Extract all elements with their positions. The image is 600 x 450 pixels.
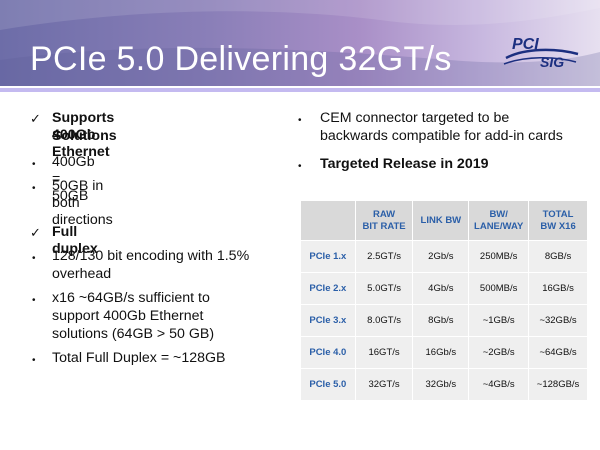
item-text: overhead bbox=[52, 266, 112, 282]
table-row: PCIe 2.x 5.0GT/s 4Gb/s 500MB/s 16GB/s bbox=[300, 272, 588, 305]
item-text: solutions (64GB > 50 GB) bbox=[52, 326, 215, 342]
item-text: x16 ~64GB/s sufficient to bbox=[52, 290, 210, 306]
item-text: 50GB in both directions bbox=[52, 178, 113, 228]
item-text: support 400Gb Ethernet bbox=[52, 308, 204, 324]
pci-sig-logo: PCI SIG bbox=[500, 34, 582, 78]
item-text: 128/130 bit encoding with 1.5% bbox=[52, 248, 250, 264]
table-header-row: RAW BIT RATE LINK BW BW/ LANE/WAY TOTAL … bbox=[300, 200, 588, 241]
checkmark-icon: ✓ bbox=[30, 111, 41, 126]
header-text: BW/ bbox=[489, 208, 508, 220]
page-title: PCIe 5.0 Delivering 32GT/s bbox=[30, 40, 452, 78]
cell-raw-bit-rate: 2.5GT/s bbox=[354, 240, 414, 273]
header-total-bw-x16: TOTAL BW X16 bbox=[528, 200, 588, 241]
bullet-icon: • bbox=[32, 295, 36, 306]
title-banner: PCIe 5.0 Delivering 32GT/s PCI SIG bbox=[0, 0, 600, 86]
cell-total-bw: ~128GB/s bbox=[528, 368, 588, 401]
bullet-icon: • bbox=[32, 159, 36, 170]
cell-link-bw: 4Gb/s bbox=[412, 272, 470, 305]
item-text: Targeted Release in 2019 bbox=[320, 156, 489, 172]
cell-link-bw: 2Gb/s bbox=[412, 240, 470, 273]
row-generation: PCIe 5.0 bbox=[300, 368, 356, 401]
row-generation: PCIe 3.x bbox=[300, 304, 356, 337]
cell-total-bw: ~32GB/s bbox=[528, 304, 588, 337]
table-corner-cell bbox=[300, 200, 356, 241]
item-text: Total Full Duplex = ~128GB bbox=[52, 350, 226, 366]
item-text: Supports 400Gb Ethernet bbox=[52, 110, 115, 160]
header-divider bbox=[0, 88, 600, 92]
cell-bw-lane-way: 250MB/s bbox=[468, 240, 530, 273]
cell-bw-lane-way: ~2GB/s bbox=[468, 336, 530, 369]
bullet-icon: • bbox=[32, 253, 36, 264]
cell-bw-lane-way: ~4GB/s bbox=[468, 368, 530, 401]
bullet-icon: • bbox=[32, 183, 36, 194]
header-text: TOTAL bbox=[542, 208, 574, 220]
header-raw-bit-rate: RAW BIT RATE bbox=[354, 200, 414, 241]
cell-raw-bit-rate: 16GT/s bbox=[354, 336, 414, 369]
row-generation: PCIe 2.x bbox=[300, 272, 356, 305]
header-bw-lane-way: BW/ LANE/WAY bbox=[468, 200, 530, 241]
logo-text-sig: SIG bbox=[540, 54, 565, 70]
cell-total-bw: 16GB/s bbox=[528, 272, 588, 305]
cell-raw-bit-rate: 8.0GT/s bbox=[354, 304, 414, 337]
row-generation: PCIe 4.0 bbox=[300, 336, 356, 369]
item-text: backwards compatible for add-in cards bbox=[320, 128, 563, 144]
cell-total-bw: ~64GB/s bbox=[528, 336, 588, 369]
header-text: LANE/WAY bbox=[474, 220, 524, 232]
cell-total-bw: 8GB/s bbox=[528, 240, 588, 273]
cell-link-bw: 32Gb/s bbox=[412, 368, 470, 401]
bullet-icon: • bbox=[298, 115, 302, 126]
cell-raw-bit-rate: 32GT/s bbox=[354, 368, 414, 401]
item-text: 400Gb = 50GB bbox=[52, 154, 95, 204]
cell-link-bw: 16Gb/s bbox=[412, 336, 470, 369]
pcie-bandwidth-table: RAW BIT RATE LINK BW BW/ LANE/WAY TOTAL … bbox=[300, 200, 588, 401]
header-link-bw: LINK BW bbox=[412, 200, 470, 241]
row-generation: PCIe 1.x bbox=[300, 240, 356, 273]
header-text: RAW bbox=[372, 208, 396, 220]
item-text: Full duplex bbox=[52, 224, 98, 257]
item-text: CEM connector targeted to be bbox=[320, 110, 510, 126]
logo-text-pci: PCI bbox=[512, 36, 539, 53]
cell-raw-bit-rate: 5.0GT/s bbox=[354, 272, 414, 305]
cell-link-bw: 8Gb/s bbox=[412, 304, 470, 337]
banner-wave-decoration bbox=[0, 0, 600, 86]
table-row: PCIe 4.0 16GT/s 16Gb/s ~2GB/s ~64GB/s bbox=[300, 336, 588, 369]
cell-bw-lane-way: 500MB/s bbox=[468, 272, 530, 305]
cell-bw-lane-way: ~1GB/s bbox=[468, 304, 530, 337]
table-row: PCIe 3.x 8.0GT/s 8Gb/s ~1GB/s ~32GB/s bbox=[300, 304, 588, 337]
header-text: BIT RATE bbox=[362, 220, 406, 232]
header-text: BW X16 bbox=[540, 220, 576, 232]
item-text: Solutions bbox=[52, 128, 117, 144]
checkmark-icon: ✓ bbox=[30, 225, 41, 240]
bullet-icon: • bbox=[298, 161, 302, 172]
bullet-icon: • bbox=[32, 355, 36, 366]
table-row: PCIe 1.x 2.5GT/s 2Gb/s 250MB/s 8GB/s bbox=[300, 240, 588, 273]
table-row: PCIe 5.0 32GT/s 32Gb/s ~4GB/s ~128GB/s bbox=[300, 368, 588, 401]
